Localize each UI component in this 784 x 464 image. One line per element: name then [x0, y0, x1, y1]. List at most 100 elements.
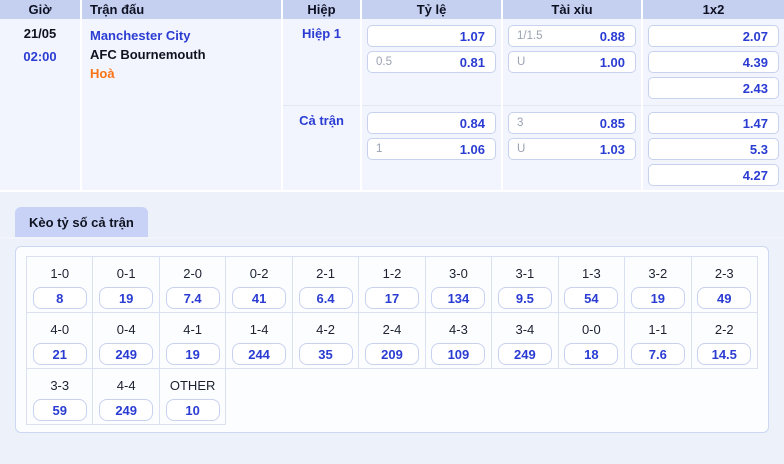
score-cell: 3-2 19 [625, 257, 692, 313]
1x2-odds-value: 4.27 [742, 167, 768, 183]
handicap-odds-value: 0.84 [459, 115, 485, 131]
score-label: 0-2 [249, 266, 269, 281]
period-2-label: Cả trận [299, 113, 344, 128]
score-label: 0-1 [116, 266, 136, 281]
score-odds-button[interactable]: 14.5 [697, 343, 752, 365]
score-odds-button[interactable]: 9.5 [497, 287, 552, 309]
score-odds-button[interactable]: 209 [364, 343, 419, 365]
score-label: 1-4 [249, 322, 269, 337]
period-1-label: Hiệp 1 [301, 26, 341, 41]
over-under-odds-button[interactable]: U 1.03 [508, 138, 636, 160]
over-under-line: 3 [517, 117, 524, 129]
score-label: 2-3 [714, 266, 734, 281]
score-odds-button[interactable]: 17 [364, 287, 419, 309]
score-odds-button[interactable]: 109 [431, 343, 486, 365]
column-over-under: Tài xỉu 1/1.5 0.88 U 1.00 3 0.85 U [503, 0, 641, 190]
score-odds-button[interactable]: 59 [32, 399, 87, 421]
match-cell: Manchester City AFC Bournemouth Hoà [82, 19, 281, 190]
score-odds-button[interactable]: 49 [697, 287, 752, 309]
handicap-odds-value: 1.07 [459, 28, 485, 44]
over-under-odds-button[interactable]: 1/1.5 0.88 [508, 25, 636, 47]
score-cell: 0-2 41 [226, 257, 293, 313]
score-label: 2-1 [316, 266, 335, 281]
over-under-odds-value: 0.85 [599, 115, 625, 131]
handicap-odds-button[interactable]: 1.07 [367, 25, 496, 47]
score-odds-button[interactable]: 19 [165, 343, 220, 365]
score-label: 3-2 [648, 266, 668, 281]
column-1x2: 1x2 2.07 4.39 2.43 1.47 5.3 [643, 0, 784, 190]
handicap-odds-value: 0.81 [459, 54, 485, 70]
away-team-name: AFC Bournemouth [90, 47, 206, 62]
score-odds-button[interactable]: 249 [497, 343, 552, 365]
score-odds-button[interactable]: 249 [99, 343, 154, 365]
score-label: 4-4 [116, 378, 136, 393]
over-under-odds-button[interactable]: 3 0.85 [508, 112, 636, 134]
over-under-odds-value: 1.03 [599, 141, 625, 157]
score-odds-button[interactable]: 54 [564, 287, 619, 309]
handicap-odds-button[interactable]: 0.84 [367, 112, 496, 134]
score-cell: 2-0 7.4 [159, 257, 227, 313]
1x2-odds-button[interactable]: 1.47 [648, 112, 779, 134]
handicap-line: 0.5 [376, 56, 392, 68]
score-cell: 3-3 59 [27, 369, 94, 425]
score-odds-button[interactable]: 134 [431, 287, 486, 309]
score-cell: OTHER 10 [159, 369, 227, 425]
column-match: Trận đấu Manchester City AFC Bournemouth… [82, 0, 281, 190]
over-under-odds-value: 0.88 [599, 28, 625, 44]
score-cell: 4-1 19 [159, 313, 227, 369]
score-label: 4-0 [50, 322, 70, 337]
header-time: Giờ [0, 0, 80, 19]
score-odds-button[interactable]: 7.6 [630, 343, 685, 365]
score-cell: 4-4 249 [93, 369, 160, 425]
score-label: 3-0 [449, 266, 468, 281]
score-odds-button[interactable]: 8 [32, 287, 87, 309]
home-team-link[interactable]: Manchester City [90, 28, 191, 43]
handicap-odds-button[interactable]: 1 1.06 [367, 138, 496, 160]
score-odds-button[interactable]: 7.4 [165, 287, 220, 309]
score-odds-button[interactable]: 6.4 [298, 287, 353, 309]
score-odds-button[interactable]: 35 [298, 343, 353, 365]
handicap-odds-value: 1.06 [459, 141, 485, 157]
over-under-odds-button[interactable]: U 1.00 [508, 51, 636, 73]
score-odds-button[interactable]: 244 [232, 343, 287, 365]
score-cell: 1-0 8 [27, 257, 94, 313]
header-match: Trận đấu [82, 0, 281, 19]
score-cell: 4-0 21 [27, 313, 94, 369]
column-handicap: Tỷ lệ 1.07 0.5 0.81 0.84 1 1. [362, 0, 501, 190]
score-odds-button[interactable]: 21 [32, 343, 87, 365]
score-cell: 4-2 35 [292, 313, 360, 369]
score-odds-button[interactable]: 18 [564, 343, 619, 365]
1x2-odds-button[interactable]: 4.27 [648, 164, 779, 186]
draw-label: Hoà [90, 66, 115, 81]
score-odds-button[interactable]: 249 [99, 399, 154, 421]
score-label: 1-0 [50, 266, 70, 281]
score-odds-button[interactable]: 19 [99, 287, 154, 309]
score-cell: 0-4 249 [93, 313, 160, 369]
score-cell: 3-0 134 [425, 257, 493, 313]
1x2-odds-button[interactable]: 2.43 [648, 77, 779, 99]
score-grid: 1-0 8 0-1 19 2-0 7.4 0-2 41 2-1 6.4 1-2 17 3-0 134 3-1… [26, 256, 758, 425]
header-half: Hiệp [283, 0, 360, 19]
score-odds-button[interactable]: 41 [232, 287, 287, 309]
tab-full-match-score[interactable]: Kèo tỷ số cả trận [15, 207, 148, 237]
match-date: 21/05 [23, 26, 57, 41]
score-label: 1-3 [581, 266, 601, 281]
1x2-odds-value: 4.39 [742, 54, 768, 70]
score-label: 0-0 [581, 322, 601, 337]
match-time: 02:00 [23, 49, 57, 64]
score-cell: 3-4 249 [492, 313, 559, 369]
score-cell: 1-1 7.6 [625, 313, 692, 369]
handicap-odds-button[interactable]: 0.5 0.81 [367, 51, 496, 73]
score-odds-button[interactable]: 19 [630, 287, 685, 309]
score-odds-button[interactable]: 10 [165, 399, 220, 421]
header-handicap: Tỷ lệ [362, 0, 501, 19]
score-label: 3-3 [50, 378, 70, 393]
header-over-under: Tài xỉu [503, 0, 641, 19]
time-cell: 21/05 02:00 [0, 19, 80, 190]
score-label: 4-2 [316, 322, 335, 337]
over-under-line: U [517, 143, 526, 155]
score-label: 4-3 [449, 322, 468, 337]
1x2-odds-button[interactable]: 4.39 [648, 51, 779, 73]
1x2-odds-button[interactable]: 2.07 [648, 25, 779, 47]
1x2-odds-button[interactable]: 5.3 [648, 138, 779, 160]
